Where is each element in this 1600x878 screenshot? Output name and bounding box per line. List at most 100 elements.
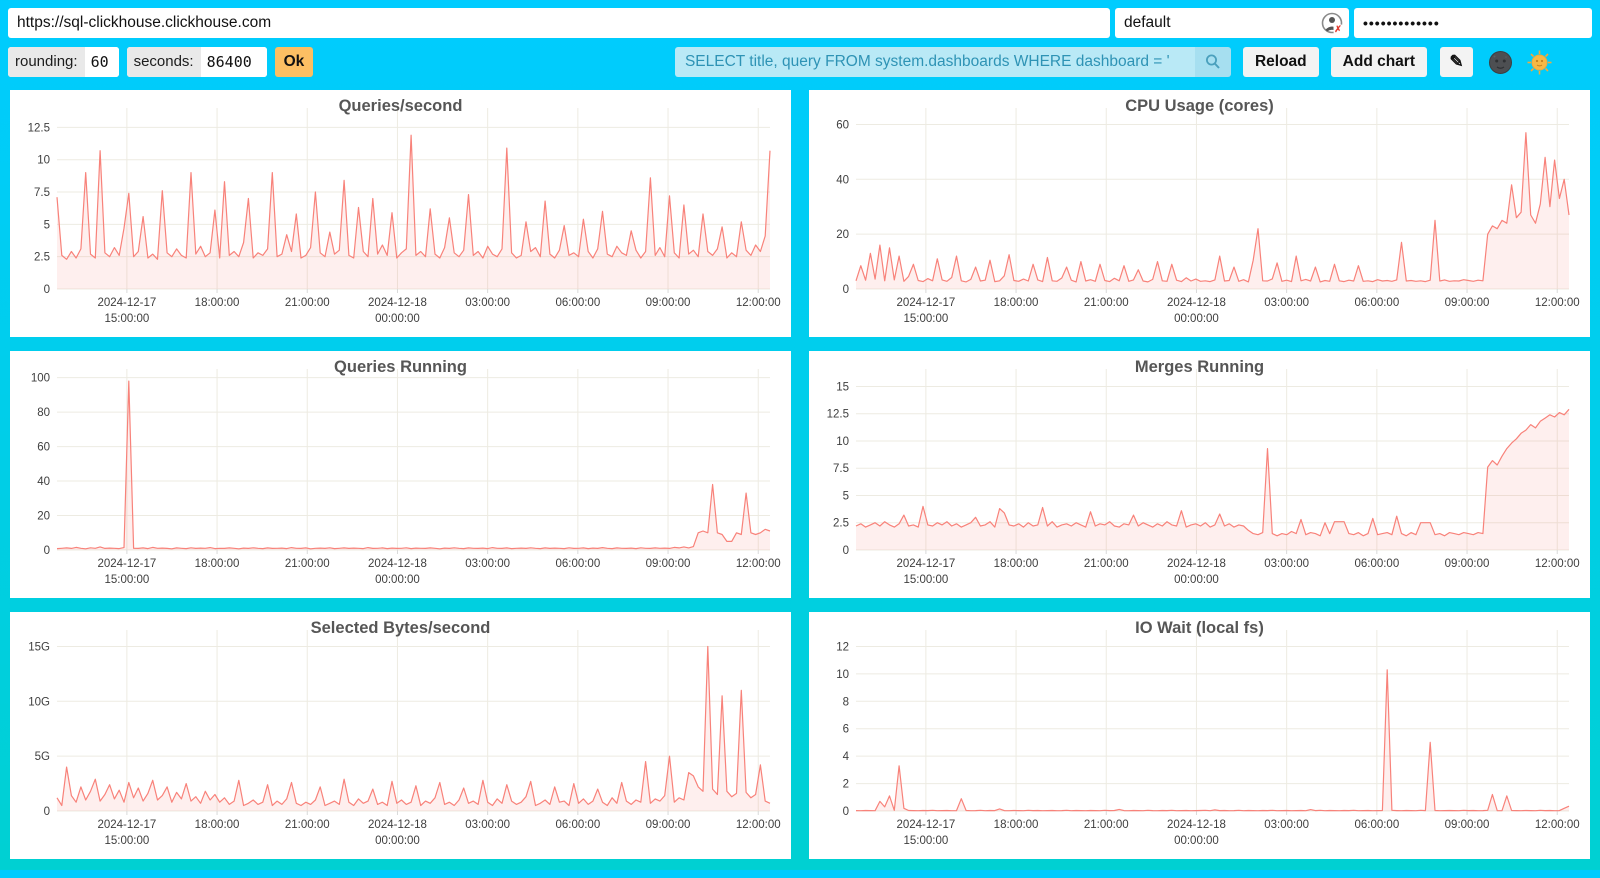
user-status-icon: ✗ <box>1321 12 1343 34</box>
seconds-input[interactable] <box>200 47 267 77</box>
svg-text:03:00:00: 03:00:00 <box>1264 297 1309 309</box>
moon-icon <box>1488 50 1513 75</box>
reload-button[interactable]: Reload <box>1242 47 1319 77</box>
svg-text:21:00:00: 21:00:00 <box>285 297 330 309</box>
svg-text:09:00:00: 09:00:00 <box>646 819 691 831</box>
chart-plot-queries-per-second[interactable]: 0 2.5 5 7.5 10 12.5 2024-12-17 15:00:00 18:00:00… <box>10 90 791 337</box>
dashboard-query-input[interactable] <box>674 47 1195 77</box>
svg-text:21:00:00: 21:00:00 <box>285 558 330 570</box>
svg-text:6: 6 <box>843 724 849 736</box>
svg-text:60: 60 <box>836 119 849 131</box>
svg-text:00:00:00: 00:00:00 <box>375 835 420 847</box>
svg-text:0: 0 <box>843 284 849 296</box>
svg-text:2.5: 2.5 <box>833 518 849 530</box>
svg-text:5G: 5G <box>35 751 50 763</box>
svg-text:18:00:00: 18:00:00 <box>195 819 240 831</box>
user-input[interactable] <box>1115 8 1321 38</box>
search-button[interactable] <box>1194 47 1231 77</box>
svg-text:06:00:00: 06:00:00 <box>1354 819 1399 831</box>
add-chart-button[interactable]: Add chart <box>1330 47 1427 77</box>
svg-text:2024-12-18: 2024-12-18 <box>1167 819 1226 831</box>
svg-text:0: 0 <box>44 806 50 818</box>
charts-grid: Queries/second 0 2.5 5 7.5 10 12.5 2024-12-17 1… <box>10 90 1590 859</box>
chart-plot-queries-running[interactable]: 0 20 40 60 80 100 2024-12-17 15:00:00 18:00:00 21… <box>10 351 791 598</box>
dashboard-query-group <box>674 47 1231 77</box>
password-field-box <box>1354 8 1592 38</box>
svg-text:21:00:00: 21:00:00 <box>1084 297 1129 309</box>
svg-text:2.5: 2.5 <box>34 252 50 264</box>
svg-text:00:00:00: 00:00:00 <box>1174 574 1219 586</box>
svg-text:09:00:00: 09:00:00 <box>1445 558 1490 570</box>
svg-text:09:00:00: 09:00:00 <box>646 297 691 309</box>
svg-text:7.5: 7.5 <box>833 463 849 475</box>
chart-card-queries-running: Queries Running 0 20 40 60 80 100 2024-12-17 15… <box>10 351 791 598</box>
rounding-input[interactable] <box>84 47 119 77</box>
url-input[interactable] <box>8 8 1110 38</box>
svg-text:18:00:00: 18:00:00 <box>195 297 240 309</box>
svg-text:15:00:00: 15:00:00 <box>903 313 948 325</box>
ok-button[interactable]: Ok <box>274 47 314 77</box>
pencil-icon: ✎ <box>1449 52 1464 71</box>
svg-text:03:00:00: 03:00:00 <box>465 297 510 309</box>
svg-text:09:00:00: 09:00:00 <box>1445 297 1490 309</box>
chart-card-selected-bytes: Selected Bytes/second 0 5G 10G 15G 2024-12-1… <box>10 612 791 859</box>
svg-text:03:00:00: 03:00:00 <box>1264 558 1309 570</box>
chart-card-queries-per-second: Queries/second 0 2.5 5 7.5 10 12.5 2024-12-17 1… <box>10 90 791 337</box>
svg-text:2024-12-18: 2024-12-18 <box>1167 558 1226 570</box>
url-field-box <box>8 8 1110 38</box>
svg-text:12.5: 12.5 <box>28 122 50 134</box>
svg-text:00:00:00: 00:00:00 <box>1174 313 1219 325</box>
svg-text:0: 0 <box>843 806 849 818</box>
svg-text:✗: ✗ <box>1334 24 1342 34</box>
svg-text:10: 10 <box>836 669 849 681</box>
svg-text:40: 40 <box>836 174 849 186</box>
svg-text:2024-12-18: 2024-12-18 <box>368 297 427 309</box>
svg-text:2: 2 <box>843 779 849 791</box>
edit-button[interactable]: ✎ <box>1440 47 1473 77</box>
svg-text:15:00:00: 15:00:00 <box>104 313 149 325</box>
svg-text:80: 80 <box>37 407 50 419</box>
svg-text:2024-12-17: 2024-12-17 <box>97 297 156 309</box>
svg-text:00:00:00: 00:00:00 <box>375 574 420 586</box>
svg-text:0: 0 <box>843 545 849 557</box>
svg-text:2024-12-17: 2024-12-17 <box>97 819 156 831</box>
svg-text:18:00:00: 18:00:00 <box>994 297 1039 309</box>
svg-text:10G: 10G <box>28 696 50 708</box>
chart-plot-selected-bytes[interactable]: 0 5G 10G 15G 2024-12-17 15:00:00 18:00:00 21:00… <box>10 612 791 859</box>
svg-text:00:00:00: 00:00:00 <box>1174 835 1219 847</box>
seconds-label: seconds: <box>126 47 201 77</box>
password-input[interactable] <box>1354 8 1592 38</box>
search-icon <box>1204 53 1222 71</box>
svg-text:12:00:00: 12:00:00 <box>736 819 781 831</box>
svg-text:15G: 15G <box>28 641 50 653</box>
dark-theme-button[interactable] <box>1487 49 1513 75</box>
svg-text:15:00:00: 15:00:00 <box>104 835 149 847</box>
svg-text:7.5: 7.5 <box>34 187 50 199</box>
svg-text:12:00:00: 12:00:00 <box>1535 558 1580 570</box>
svg-text:09:00:00: 09:00:00 <box>1445 819 1490 831</box>
user-field-box: ✗ <box>1115 8 1349 38</box>
svg-text:2024-12-18: 2024-12-18 <box>368 819 427 831</box>
svg-text:03:00:00: 03:00:00 <box>1264 819 1309 831</box>
svg-text:10: 10 <box>836 436 849 448</box>
svg-text:2024-12-17: 2024-12-17 <box>97 558 156 570</box>
svg-text:00:00:00: 00:00:00 <box>375 313 420 325</box>
svg-text:06:00:00: 06:00:00 <box>555 297 600 309</box>
svg-text:2024-12-18: 2024-12-18 <box>1167 297 1226 309</box>
light-theme-button[interactable] <box>1526 49 1552 75</box>
chart-plot-cpu-usage[interactable]: 0 20 40 60 2024-12-17 15:00:00 18:00:00 21:00:0… <box>809 90 1590 337</box>
chart-plot-merges-running[interactable]: 0 2.5 5 7.5 10 12.5 15 2024-12-17 15:00:00 18:00:… <box>809 351 1590 598</box>
svg-text:09:00:00: 09:00:00 <box>646 558 691 570</box>
svg-text:12:00:00: 12:00:00 <box>1535 297 1580 309</box>
svg-text:15:00:00: 15:00:00 <box>903 835 948 847</box>
svg-text:2024-12-18: 2024-12-18 <box>368 558 427 570</box>
svg-text:12:00:00: 12:00:00 <box>736 297 781 309</box>
svg-text:0: 0 <box>44 284 50 296</box>
svg-text:2024-12-17: 2024-12-17 <box>896 297 955 309</box>
svg-text:12: 12 <box>836 641 849 653</box>
svg-text:5: 5 <box>843 490 849 502</box>
chart-card-merges-running: Merges Running 0 2.5 5 7.5 10 12.5 15 2024-12-1… <box>809 351 1590 598</box>
svg-text:21:00:00: 21:00:00 <box>1084 558 1129 570</box>
chart-plot-io-wait[interactable]: 0 2 4 6 8 10 12 2024-12-17 15:00:00 18:00:00 21:00… <box>809 612 1590 859</box>
svg-text:12:00:00: 12:00:00 <box>736 558 781 570</box>
